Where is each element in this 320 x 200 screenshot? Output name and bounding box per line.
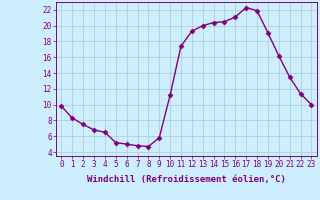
X-axis label: Windchill (Refroidissement éolien,°C): Windchill (Refroidissement éolien,°C): [87, 175, 286, 184]
